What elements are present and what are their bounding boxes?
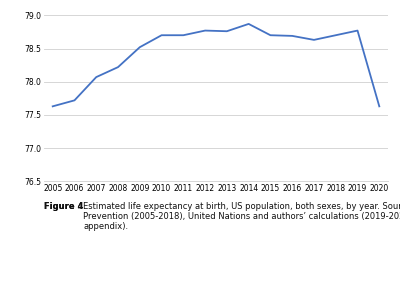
Text: Estimated life expectancy at birth, US population, both sexes, by year. Sources:: Estimated life expectancy at birth, US p… (83, 202, 400, 231)
Text: Figure 4: Figure 4 (44, 202, 83, 211)
Text: Figure 4  Estimated life expectancy at birth, US population, both sexes, by year: Figure 4 Estimated life expectancy at bi… (44, 202, 400, 231)
Text: Figure 4: Figure 4 (44, 202, 83, 211)
